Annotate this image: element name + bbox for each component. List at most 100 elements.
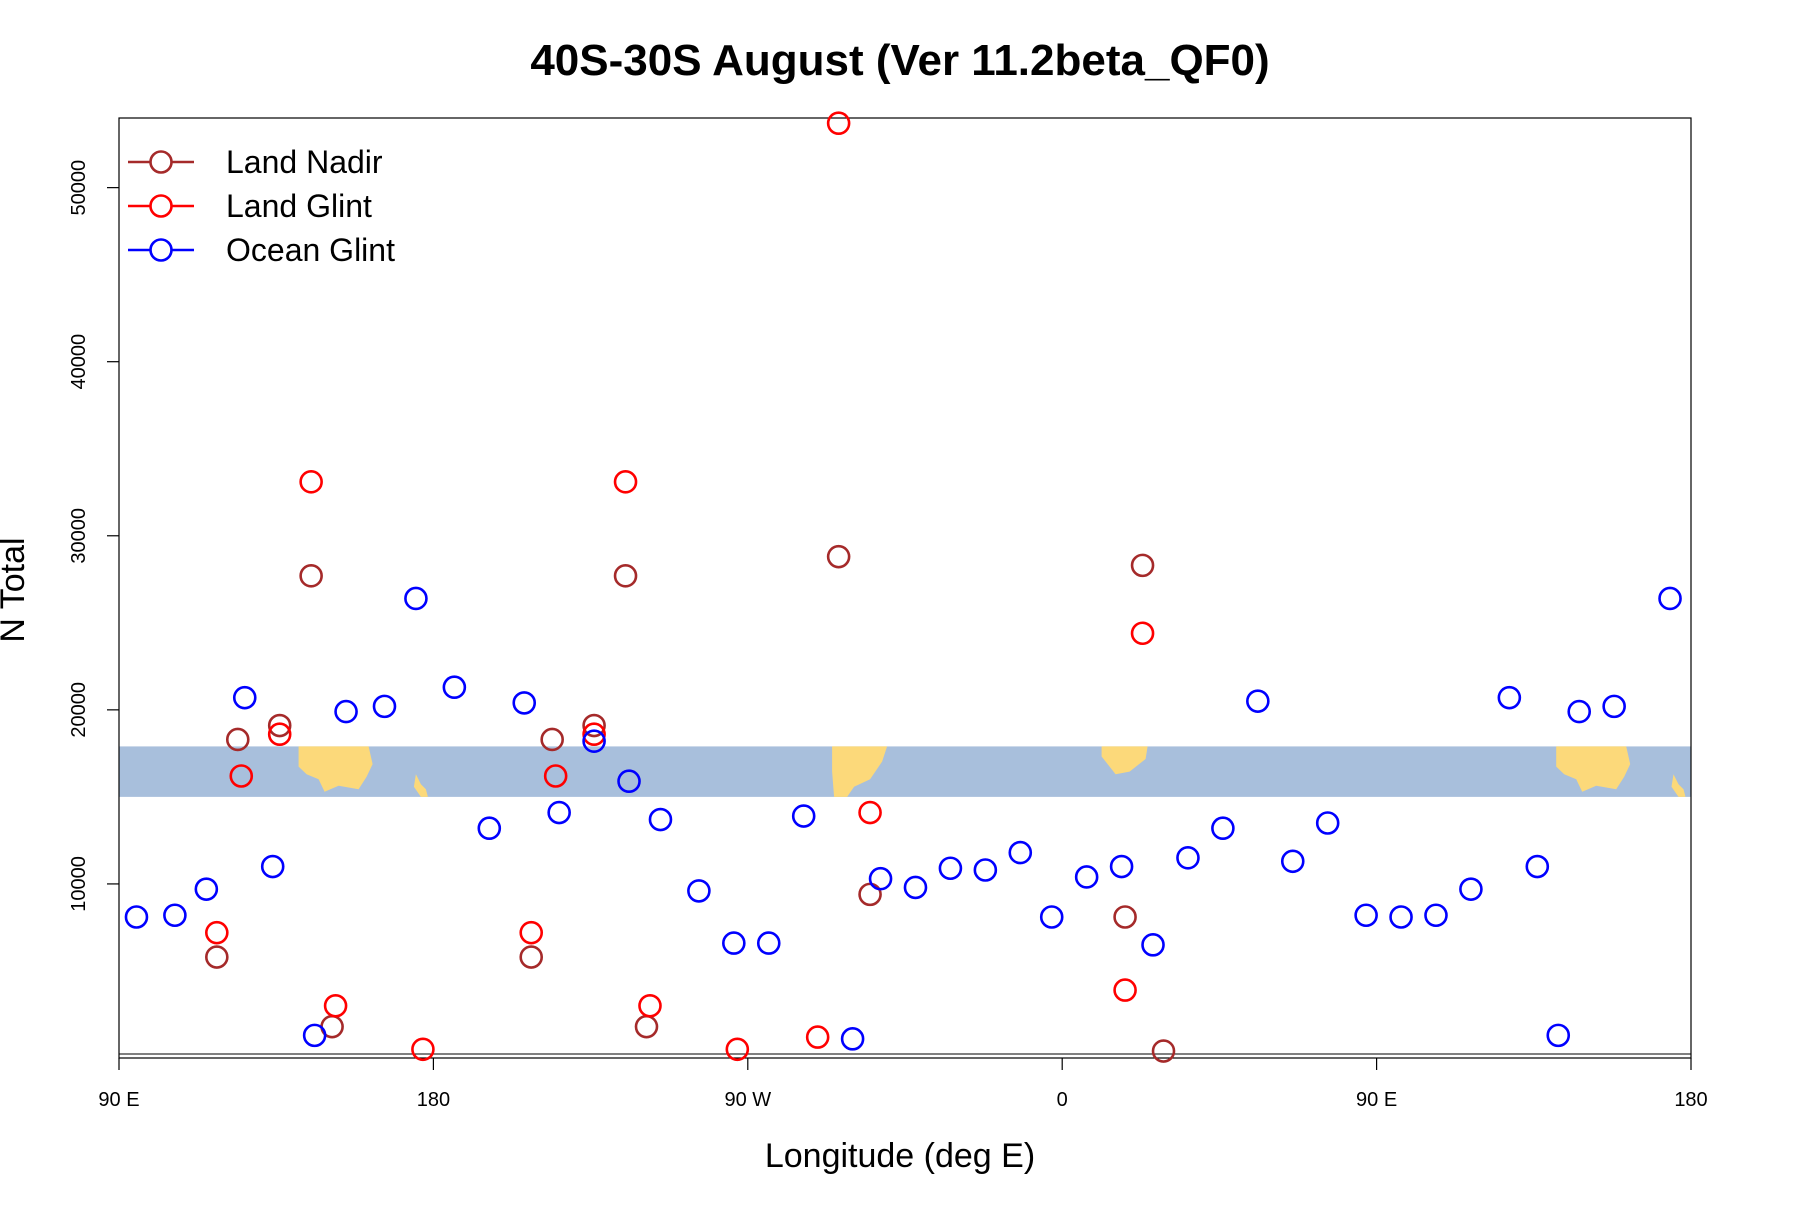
legend-marker	[149, 238, 173, 262]
data-point	[225, 727, 250, 752]
data-point	[299, 470, 323, 494]
data-point	[1113, 905, 1137, 929]
land-south-america	[832, 746, 888, 797]
data-point	[805, 1025, 830, 1049]
x-tick-label: 90 W	[724, 1089, 771, 1111]
y-tick-label: 50000	[68, 160, 90, 216]
data-point	[722, 931, 746, 955]
data-point	[1459, 877, 1483, 901]
data-point	[404, 586, 428, 611]
data-point	[1141, 933, 1165, 957]
data-point	[756, 931, 781, 955]
data-point	[372, 694, 397, 719]
data-point	[323, 993, 348, 1018]
map-band	[119, 746, 1691, 797]
data-point	[1354, 903, 1378, 928]
land-new-zealand	[413, 774, 428, 797]
data-point	[229, 764, 254, 788]
data-point	[1039, 905, 1064, 929]
data-point	[613, 564, 638, 588]
data-point	[411, 1037, 435, 1062]
data-point	[1389, 905, 1413, 929]
x-axis-label: Longitude (deg E)	[765, 1137, 1035, 1175]
data-point	[442, 675, 467, 700]
y-tick-label: 20000	[68, 682, 90, 738]
data-point	[973, 858, 998, 882]
data-point	[1497, 685, 1522, 710]
data-point	[1602, 694, 1626, 719]
x-tick-label: 0	[1057, 1089, 1068, 1111]
data-point	[1074, 865, 1099, 889]
data-point	[540, 727, 564, 752]
data-point	[194, 877, 219, 901]
data-point	[477, 816, 502, 841]
data-point	[826, 111, 851, 136]
data-point	[1176, 846, 1200, 870]
data-point	[1546, 1023, 1571, 1048]
legend-label: Land Nadir	[226, 144, 383, 180]
data-point	[687, 879, 711, 903]
data-point	[205, 945, 229, 969]
legend-marker	[149, 150, 173, 174]
data-point	[519, 920, 544, 945]
data-point	[1424, 903, 1448, 928]
data-point	[299, 564, 323, 588]
data-point	[638, 993, 662, 1018]
data-point	[1130, 621, 1155, 646]
data-point	[613, 470, 638, 494]
land-australia	[1556, 746, 1631, 792]
data-point	[840, 1027, 865, 1051]
data-point	[1151, 1039, 1176, 1063]
data-point	[1109, 854, 1134, 879]
legend: Land Nadir Land Glint Ocean Glint	[128, 144, 395, 268]
plot-frame	[118, 117, 1692, 1059]
data-point	[648, 807, 673, 832]
data-point	[543, 764, 568, 788]
legend-label: Land Glint	[226, 188, 372, 224]
data-point	[1246, 689, 1270, 713]
data-point	[1008, 840, 1033, 865]
land-africa	[1101, 746, 1148, 775]
data-point	[163, 903, 187, 928]
data-point	[826, 544, 851, 569]
land-new-zealand	[1671, 774, 1686, 797]
data-point	[582, 713, 606, 738]
data-point	[547, 800, 571, 825]
chart-title: 40S-30S August (Ver 11.2beta_QF0)	[530, 36, 1269, 85]
data-point	[1658, 586, 1682, 611]
data-point	[903, 875, 928, 900]
x-tick-label: 180	[417, 1089, 450, 1111]
data-point	[260, 854, 285, 879]
data-point	[1113, 978, 1137, 1002]
data-point	[1130, 553, 1155, 578]
data-point	[124, 905, 149, 929]
x-tick-label: 180	[1674, 1089, 1707, 1111]
data-point	[267, 713, 292, 738]
y-tick-label: 30000	[68, 508, 90, 564]
data-point	[1525, 854, 1550, 879]
data-point	[302, 1023, 327, 1048]
y-tick-label: 40000	[68, 334, 90, 390]
data-point	[1211, 816, 1235, 841]
data-point	[267, 722, 292, 747]
data-point	[858, 800, 882, 825]
data-point	[868, 866, 893, 891]
legend-marker	[149, 194, 173, 218]
data-point	[1567, 699, 1592, 724]
data-point	[582, 729, 606, 753]
y-tick-label: 10000	[68, 856, 90, 912]
data-point	[725, 1037, 750, 1062]
data-point	[634, 1014, 659, 1039]
data-point	[1280, 849, 1305, 874]
x-tick-label: 90 E	[1356, 1089, 1397, 1111]
data-point	[938, 856, 963, 881]
data-point	[334, 699, 358, 724]
legend-label: Ocean Glint	[226, 232, 395, 268]
data-point	[1315, 811, 1340, 835]
data-point	[617, 769, 641, 794]
data-point	[512, 691, 537, 715]
data-point	[858, 882, 882, 907]
data-point	[519, 945, 544, 969]
